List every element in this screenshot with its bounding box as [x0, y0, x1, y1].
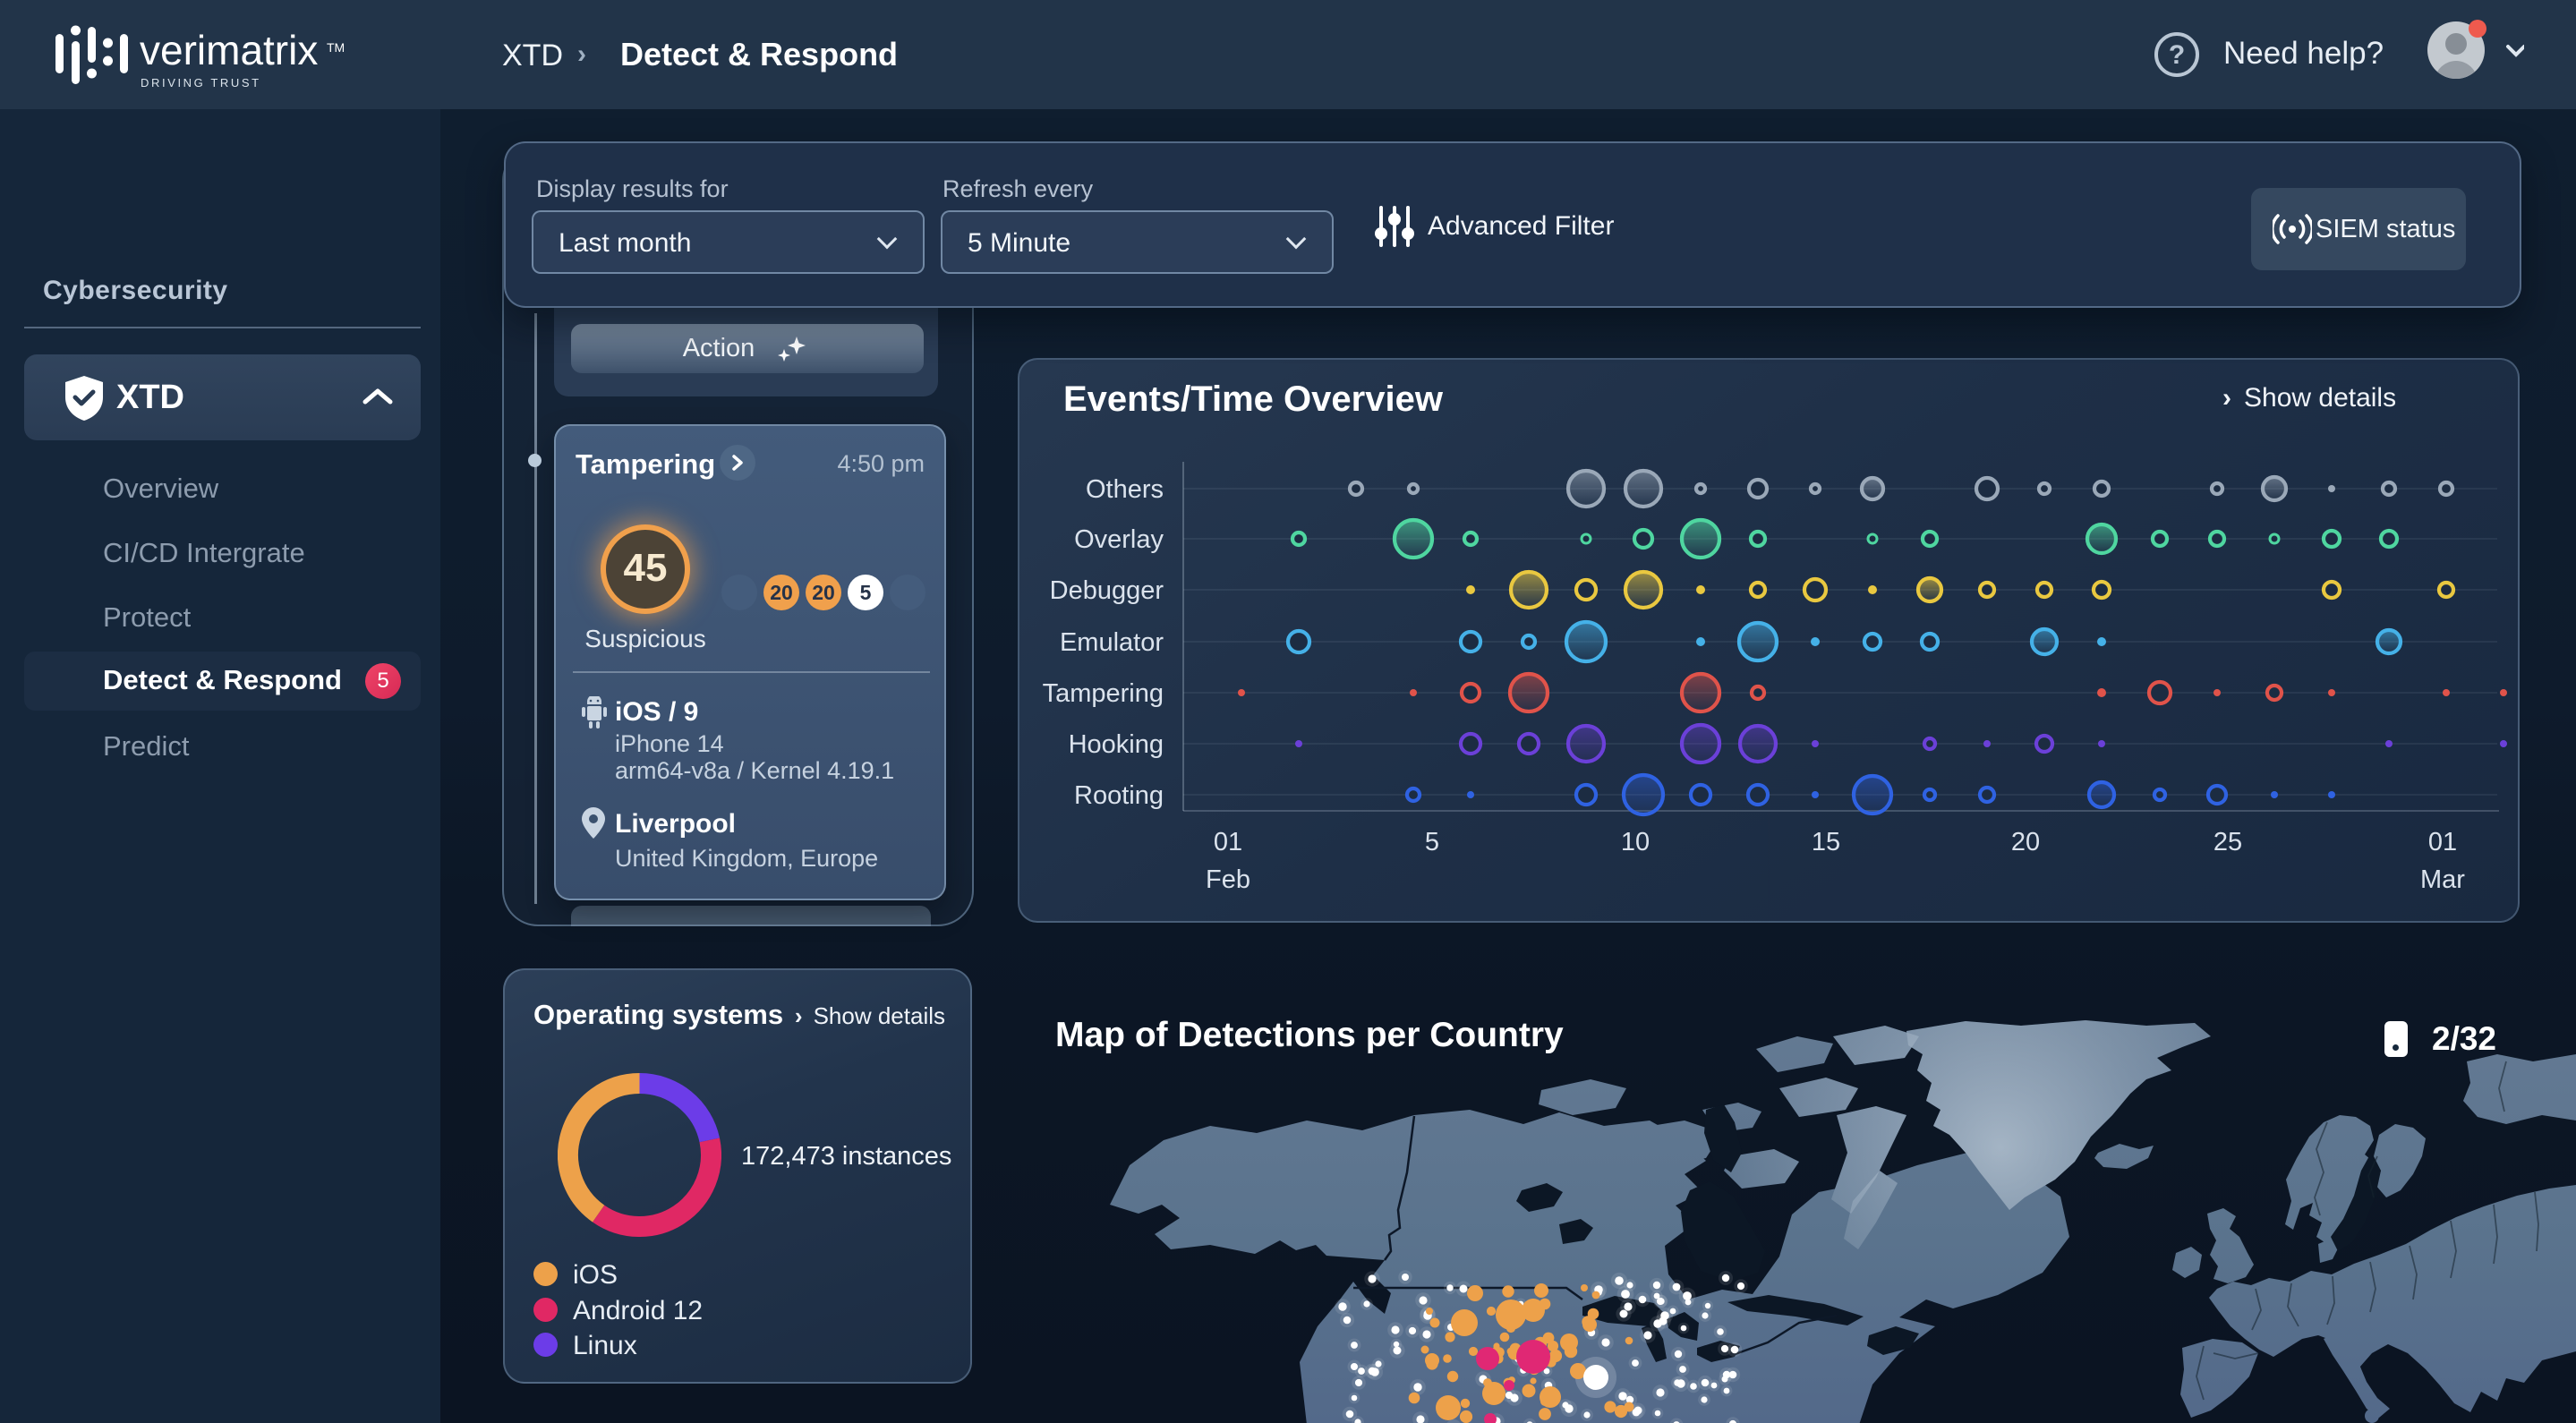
svg-text:20: 20 [2011, 828, 2040, 856]
svg-text:25: 25 [2213, 828, 2242, 856]
svg-text:?: ? [2169, 40, 2185, 70]
svg-text:Mar: Mar [2420, 865, 2465, 894]
svg-text:DRIVING TRUST: DRIVING TRUST [141, 76, 261, 89]
svg-text:10: 10 [1621, 828, 1650, 856]
svg-text:Feb: Feb [1206, 865, 1250, 894]
svg-text:Rooting: Rooting [1074, 781, 1164, 810]
svg-text:Others: Others [1086, 475, 1164, 504]
svg-text:Tampering: Tampering [1043, 679, 1164, 708]
svg-text:Debugger: Debugger [1050, 576, 1164, 605]
svg-text:01: 01 [1214, 828, 1242, 856]
svg-text:TM: TM [327, 40, 345, 55]
svg-text:Hooking: Hooking [1069, 730, 1164, 759]
svg-text:5: 5 [1425, 828, 1439, 856]
svg-text:verimatrix: verimatrix [140, 27, 318, 73]
svg-text:Overlay: Overlay [1074, 525, 1164, 554]
svg-text:15: 15 [1812, 828, 1840, 856]
svg-text:Emulator: Emulator [1060, 628, 1164, 657]
svg-text:01: 01 [2428, 828, 2457, 856]
